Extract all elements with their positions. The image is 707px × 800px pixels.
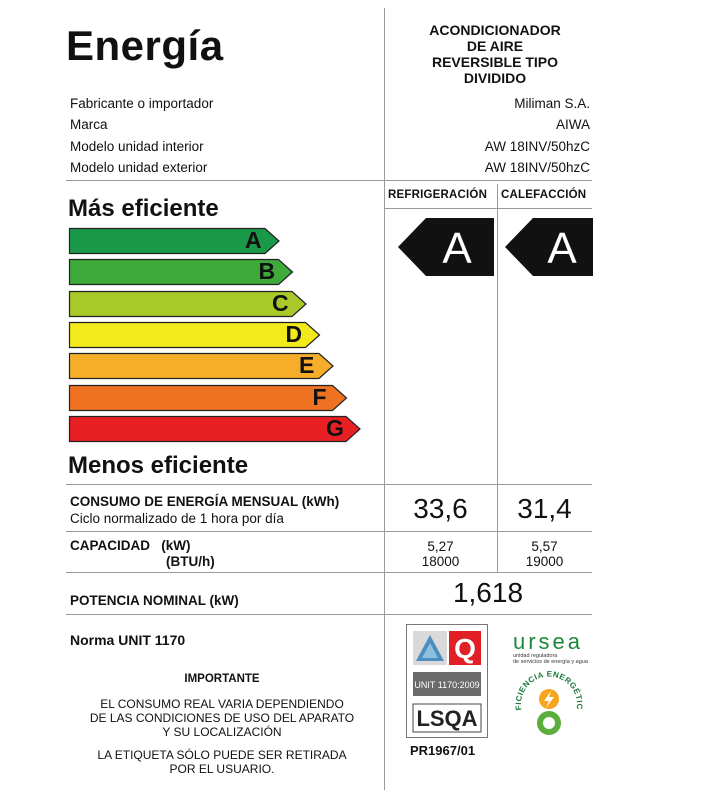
ursea-subtitle: unidad reguladora de servicios de energí… bbox=[513, 653, 588, 665]
column-cooling: REFRIGERACIÓN bbox=[388, 189, 488, 201]
efficiency-letter: A bbox=[245, 227, 262, 253]
manufacturer-value: Miliman S.A. bbox=[514, 96, 590, 111]
capacity-bottom-rule bbox=[66, 572, 592, 573]
efficiency-letter: E bbox=[299, 352, 315, 379]
heating-rating-letter: A bbox=[547, 224, 577, 273]
energy-efficiency-seal: EFICIENCIA ENERGÉTICA bbox=[510, 668, 585, 745]
consumption-bottom-rule bbox=[66, 531, 592, 532]
important-text-1: EL CONSUMO REAL VARIA DEPENDIENDO DE LAS… bbox=[89, 697, 355, 739]
header-bottom-rule bbox=[66, 180, 592, 181]
consumption-label: CONSUMO DE ENERGÍA MENSUAL (kWh) bbox=[70, 494, 340, 509]
indoor-model-label: Modelo unidad interior bbox=[70, 139, 204, 154]
outdoor-model-value: AW 18INV/50hzC bbox=[484, 160, 590, 175]
product-type: ACONDICIONADOR DE AIRE REVERSIBLE TIPO D… bbox=[429, 22, 561, 86]
important-title: IMPORTANTE bbox=[184, 673, 260, 685]
consumption-sublabel: Ciclo normalizado de 1 hora por día bbox=[70, 511, 284, 526]
capacity-label: CAPACIDAD (kW) bbox=[70, 538, 191, 553]
q-mark: Q bbox=[454, 633, 476, 664]
efficiency-letter: F bbox=[312, 383, 327, 410]
ursea-logo-text: ursea bbox=[513, 629, 584, 654]
efficiency-letter: G bbox=[326, 414, 344, 441]
heating-capacity-btu: 19000 bbox=[525, 554, 564, 569]
scale-bottom-rule bbox=[66, 484, 592, 485]
label-title: Energía bbox=[66, 22, 224, 69]
column-divider bbox=[497, 184, 498, 572]
certification-code: PR1967/01 bbox=[410, 743, 476, 758]
capacity-btu-label: (BTU/h) bbox=[166, 554, 215, 569]
lightning-icon bbox=[544, 691, 554, 708]
efficiency-letter: B bbox=[258, 258, 276, 285]
cooling-capacity-btu: 18000 bbox=[421, 554, 460, 569]
heating-consumption-value: 31,4 bbox=[517, 493, 572, 524]
indoor-model-value: AW 18INV/50hzC bbox=[484, 139, 590, 154]
most-efficient-label: Más eficiente bbox=[68, 195, 219, 222]
power-label: POTENCIA NOMINAL (kW) bbox=[70, 593, 239, 608]
heating-capacity-kw: 5,57 bbox=[531, 539, 558, 554]
lsqa-certification-logo: Q UNIT 1170:2009 LSQA bbox=[406, 624, 488, 738]
power-bottom-rule bbox=[66, 614, 592, 615]
brand-value: AIWA bbox=[555, 117, 590, 132]
lsqa-text: LSQA bbox=[416, 706, 477, 731]
cooling-rating-letter: A bbox=[442, 224, 472, 273]
left-divider bbox=[384, 8, 385, 790]
norm-label: Norma UNIT 1170 bbox=[70, 632, 186, 648]
manufacturer-label: Fabricante o importador bbox=[70, 96, 214, 111]
efficiency-letter: C bbox=[272, 289, 289, 316]
efficiency-letter: D bbox=[285, 320, 303, 347]
brand-label: Marca bbox=[70, 117, 108, 132]
heating-rating-arrow: A bbox=[505, 218, 593, 276]
cooling-consumption-value: 33,6 bbox=[413, 493, 468, 524]
unit-standard-label: UNIT 1170:2009 bbox=[414, 680, 479, 690]
colhead-rule bbox=[384, 208, 592, 209]
cooling-capacity-kw: 5,27 bbox=[427, 539, 454, 554]
outdoor-model-label: Modelo unidad exterior bbox=[70, 160, 208, 175]
cooling-rating-arrow: A bbox=[398, 218, 494, 276]
power-value: 1,618 bbox=[452, 577, 524, 608]
column-heating: CALEFACCIÓN bbox=[501, 189, 587, 201]
least-efficient-label: Menos eficiente bbox=[68, 452, 249, 479]
important-text-2: LA ETIQUETA SÓLO PUEDE SER RETIRADA POR … bbox=[97, 748, 347, 776]
